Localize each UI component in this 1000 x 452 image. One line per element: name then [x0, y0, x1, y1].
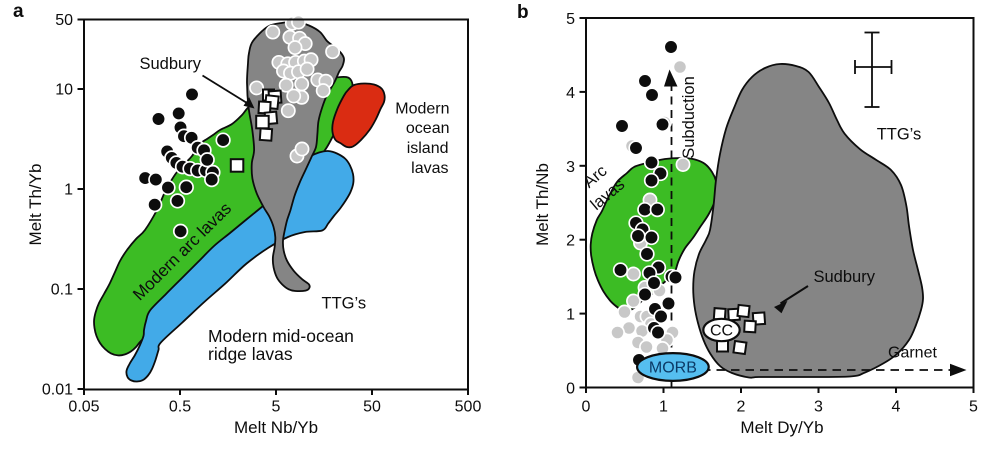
svg-text:lavas: lavas — [411, 160, 448, 177]
svg-text:2: 2 — [566, 233, 575, 250]
svg-text:50: 50 — [363, 399, 381, 416]
svg-text:500: 500 — [455, 399, 482, 416]
svg-text:TTG’s: TTG’s — [877, 126, 922, 144]
svg-text:MORB: MORB — [649, 360, 697, 377]
svg-text:0: 0 — [582, 399, 591, 416]
svg-text:3: 3 — [566, 159, 575, 176]
svg-text:b: b — [517, 2, 529, 23]
svg-text:2: 2 — [737, 399, 746, 416]
svg-text:0.05: 0.05 — [68, 399, 99, 416]
svg-text:4: 4 — [566, 85, 575, 102]
svg-text:ocean: ocean — [406, 120, 450, 137]
svg-text:1: 1 — [566, 307, 575, 324]
svg-text:ridge lavas: ridge lavas — [208, 344, 293, 364]
svg-text:Melt Dy/Yb: Melt Dy/Yb — [740, 418, 823, 437]
svg-text:0.1: 0.1 — [51, 282, 73, 299]
svg-text:0: 0 — [566, 381, 575, 398]
svg-text:0.5: 0.5 — [169, 399, 191, 416]
svg-text:TTG’s: TTG’s — [322, 295, 367, 313]
svg-text:Modern: Modern — [395, 100, 449, 117]
svg-text:Melt Th/Yb: Melt Th/Yb — [26, 164, 45, 246]
svg-text:50: 50 — [55, 12, 73, 29]
svg-text:Melt Nb/Yb: Melt Nb/Yb — [234, 418, 318, 437]
svg-text:5: 5 — [566, 11, 575, 28]
svg-text:Melt Th/Nb: Melt Th/Nb — [533, 163, 552, 246]
svg-text:Sudbury: Sudbury — [814, 268, 876, 286]
svg-text:Garnet: Garnet — [888, 345, 937, 362]
svg-text:Modern mid-ocean: Modern mid-ocean — [208, 326, 354, 346]
svg-text:3: 3 — [814, 399, 823, 416]
svg-text:4: 4 — [892, 399, 901, 416]
svg-text:10: 10 — [55, 82, 73, 99]
svg-text:CC: CC — [710, 323, 733, 340]
svg-text:0.01: 0.01 — [42, 382, 73, 399]
svg-text:1: 1 — [64, 182, 73, 199]
svg-text:a: a — [13, 1, 24, 22]
svg-text:Subduction: Subduction — [680, 76, 698, 159]
svg-text:Sudbury: Sudbury — [140, 55, 202, 73]
svg-text:5: 5 — [272, 399, 281, 416]
svg-text:1: 1 — [659, 399, 668, 416]
svg-text:5: 5 — [969, 399, 978, 416]
svg-text:island: island — [407, 140, 449, 157]
